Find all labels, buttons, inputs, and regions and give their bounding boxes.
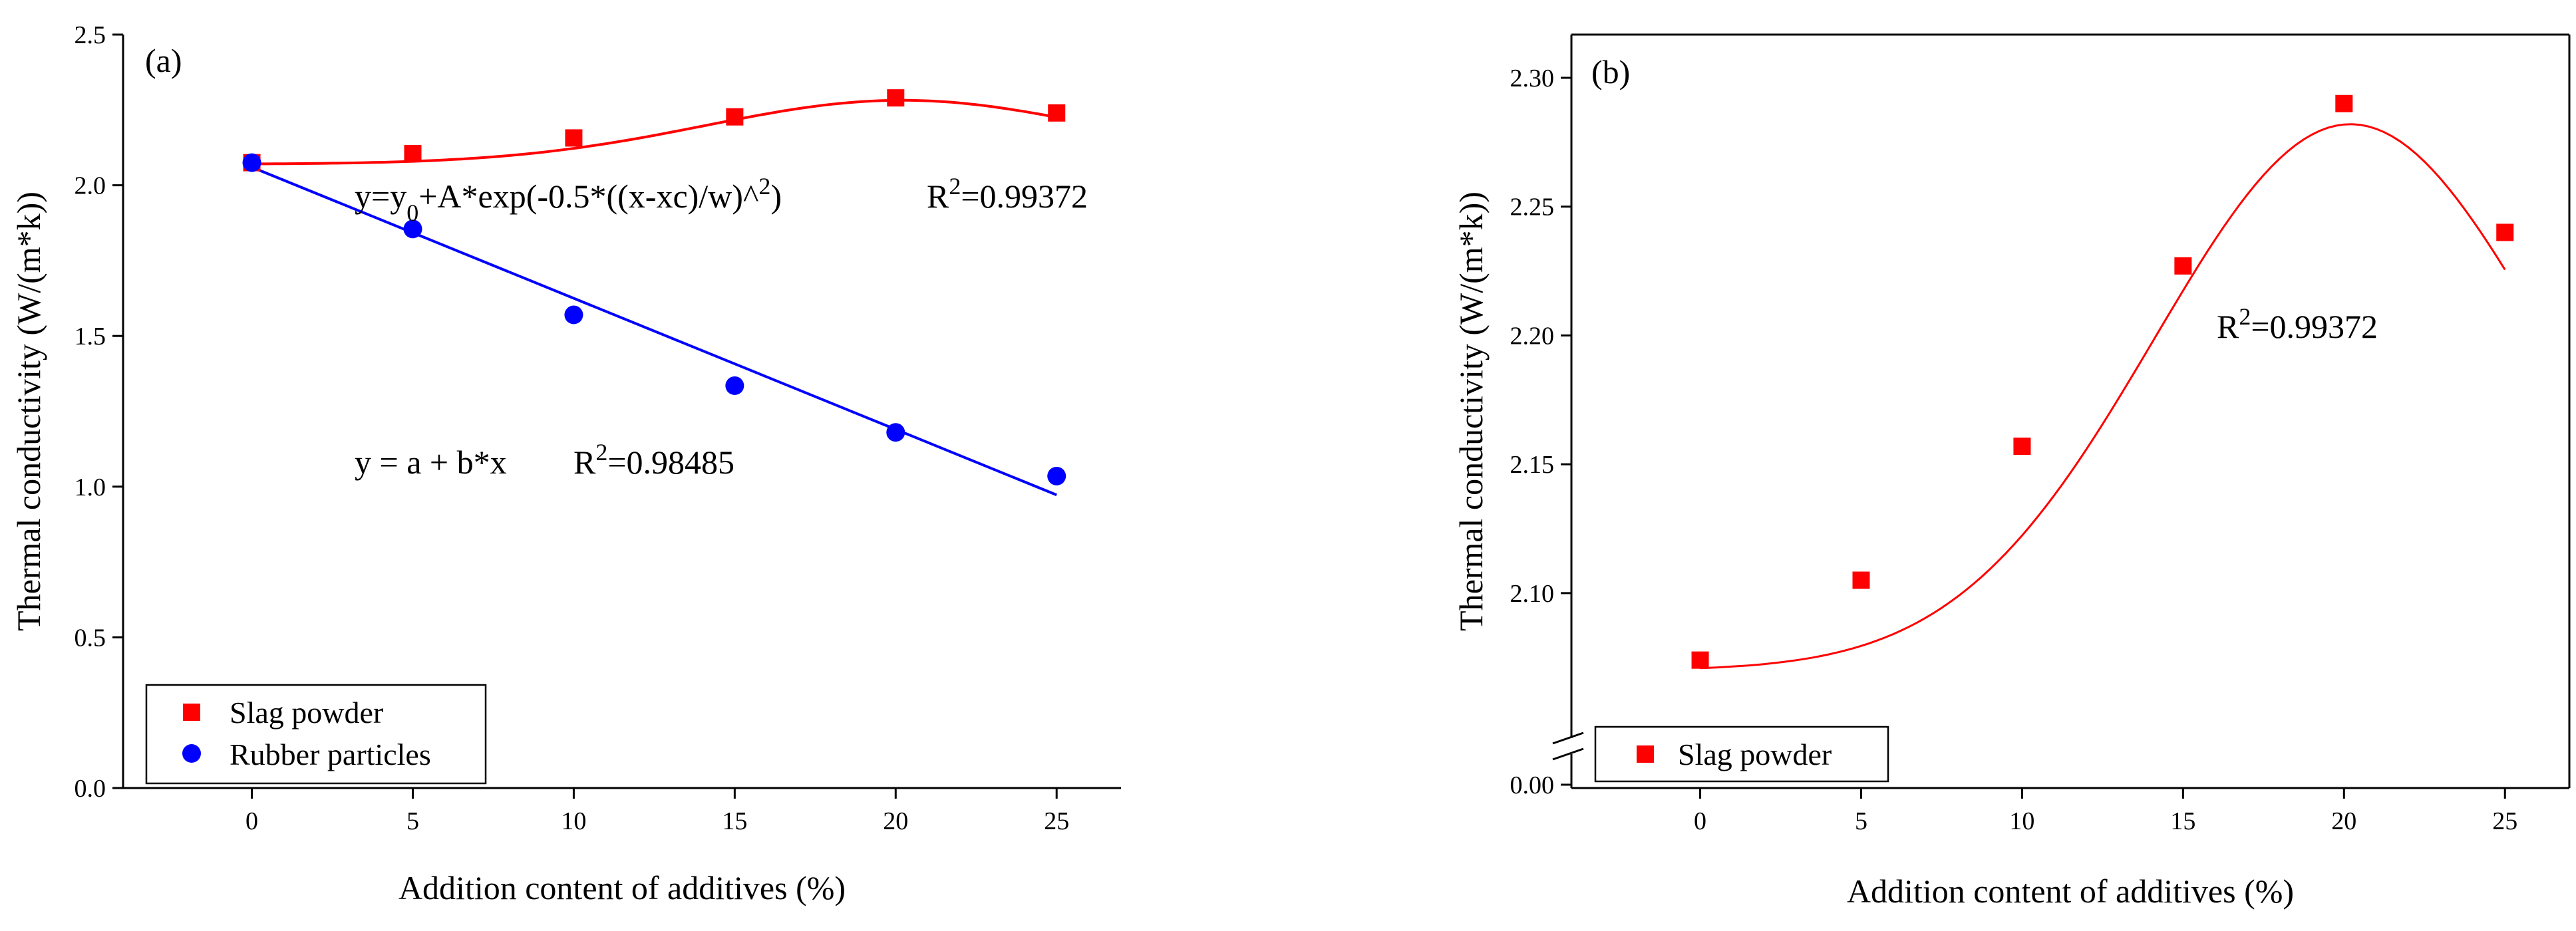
chart-a-x-tick-label: 0 [245,807,258,835]
chart-b-x-tick-label: 5 [1855,807,1867,835]
chart-a-gauss-equation-part: ) [770,178,782,215]
chart-a-legend-slag-marker [183,704,200,721]
chart-a-y-tick-label: 1.0 [75,473,106,501]
chart-a-linear-r2-part: R [573,444,596,481]
chart-b-x-tick-label: 15 [2170,807,2195,835]
chart-b-y-tick-label-zero: 0.00 [1510,771,1555,799]
chart-a-rubber-point [1047,466,1066,485]
chart-a-gauss-equation-part: 0 [406,200,418,226]
chart-a-gauss-equation: y=y0+A*exp(-0.5*((x-xc)/w)^2) [355,173,782,226]
chart-b-slag-point [1691,651,1709,669]
chart-a-gauss-equation-part: 2 [758,173,770,200]
chart-a-slag-point [565,129,583,147]
chart-b-r2-part: =0.99372 [2251,308,2378,345]
chart-a-gauss-equation-part: +A*exp(-0.5*((x-xc)/w)^ [418,178,758,215]
chart-a-legend: Slag powder Rubber particles [145,684,487,785]
chart-a-rubber-point [403,219,422,239]
chart-a-y-tick-label: 1.5 [75,323,106,350]
chart-b-x-axis-title: Addition content of additives (%) [1847,872,2294,910]
chart-b-x-tick-label: 25 [2492,807,2517,835]
chart-b-panel-label: (b) [1591,53,1630,90]
chart-b-axis-break-mark [1552,747,1584,761]
chart-b-y-tick-label: 2.20 [1510,322,1555,350]
chart-b-y-tick-label: 2.30 [1510,65,1555,92]
chart-a-slag-point [1048,104,1066,122]
chart-a-rubber-point [242,153,261,172]
chart-b-y-tick-label: 2.15 [1510,451,1555,479]
chart-a-panel-label: (a) [145,42,182,79]
chart-b-slag-fit-curve [1700,123,2506,670]
chart-a-slag-point [726,108,744,126]
chart-a-x-axis-title: Addition content of additives (%) [399,869,846,906]
chart-a-slag-point [887,89,905,107]
chart-b-legend-box [1594,726,1889,783]
chart-a-linear-r2: R2=0.98485 [573,439,734,481]
chart-a-rubber-fit-line [251,166,1057,497]
chart-a-rubber-point [725,376,744,395]
chart-b-r2-part: 2 [2239,303,2251,330]
chart-a-y-axis-title: Thermal conductivity (W/(m*k)) [10,192,47,631]
chart-b-y-axis-title: Thermal conductivity (W/(m*k)) [1452,192,1490,631]
chart-a-linear-equation: y = a + b*x [355,444,507,481]
chart-b-r2: R2=0.99372 [2217,303,2378,345]
chart-a-gauss-r2-part: R [927,178,949,215]
chart-a-y-tick-label: 2.5 [75,21,106,49]
chart-a-x-tick-label: 10 [561,807,586,835]
chart-b-legend-slag-marker [1637,745,1654,763]
chart-b-x-tick-label: 20 [2331,807,2356,835]
chart-a-gauss-equation-part: y=y [355,178,406,215]
chart-a-legend-rubber-label: Rubber particles [230,737,431,771]
chart-a-linear-r2-part: =0.98485 [607,444,734,481]
chart-a-x-tick-label: 20 [883,807,908,835]
chart-b-slag-point [2335,94,2353,112]
chart-a-legend-box [145,684,487,785]
chart-b-r2-part: R [2217,308,2239,345]
chart-b: 2.10 2.15 2.20 2.25 2.30 0.00 0 5 10 15 20 25 Additi… [1452,33,2571,910]
chart-a-slag-fit-curve [251,98,1057,166]
chart-a-y-tick-label: 2.0 [75,172,106,200]
chart-a-rubber-point [886,423,905,442]
chart-b-x-tick-label: 10 [2009,807,2034,835]
chart-b-slag-point [2013,438,2031,456]
chart-b-x-tick-label: 0 [1694,807,1706,835]
chart-a-rubber-point [564,305,583,325]
chart-b-y-tick-label: 2.25 [1510,194,1555,221]
chart-b-slag-point [2496,223,2514,241]
chart-a-legend-rubber-marker [182,744,201,763]
chart-b-legend-slag-label: Slag powder [1678,737,1832,771]
chart-b-slag-point [1852,571,1870,589]
chart-b-legend: Slag powder [1594,726,1889,783]
chart-a-x-tick-label: 5 [406,807,419,835]
chart-b-slag-point [2174,257,2192,275]
chart-b-axis-break-mark [1552,732,1584,745]
chart-a-slag-point [404,145,422,163]
chart-a-x-tick-label: 15 [722,807,747,835]
chart-a-gauss-r2-part: 2 [949,173,961,200]
chart-a-y-tick-label: 0.0 [75,775,106,803]
chart-a-linear-r2-part: 2 [595,439,607,466]
chart-b-y-tick-label: 2.10 [1510,580,1555,608]
chart-a-gauss-r2: R2=0.99372 [927,173,1088,215]
chart-a-legend-slag-label: Slag powder [230,696,383,730]
chart-a-gauss-r2-part: =0.99372 [961,178,1088,215]
chart-a-x-tick-label: 25 [1044,807,1069,835]
chart-a-y-tick-label: 0.5 [75,624,106,652]
